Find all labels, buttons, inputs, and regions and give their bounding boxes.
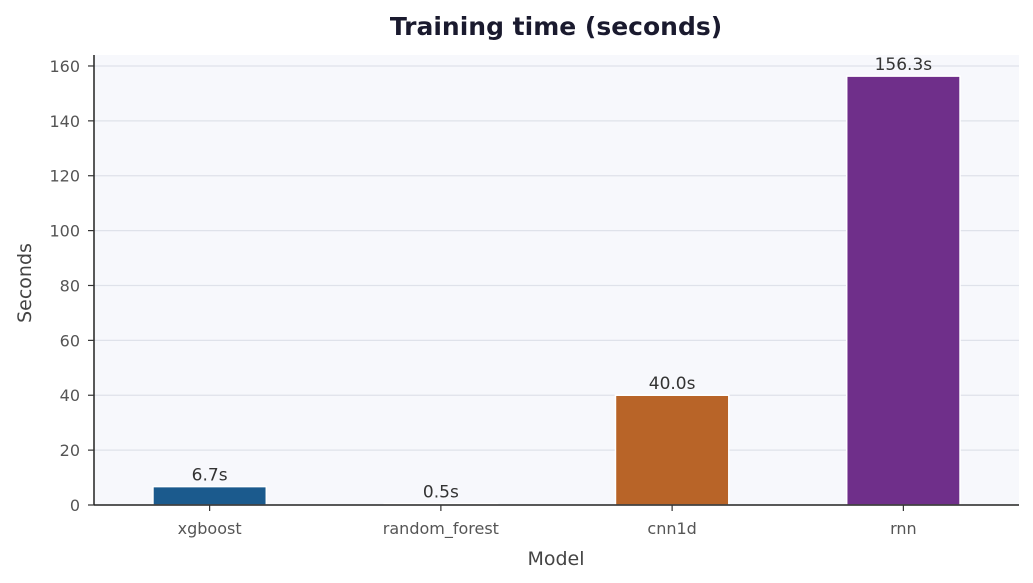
bar-xgboost xyxy=(152,485,268,506)
y-tick-label: 80 xyxy=(60,276,80,295)
ticks: 0 20 40 60 80 100 120 140 160 xgboost random_fores… xyxy=(49,57,916,539)
y-tick-label: 60 xyxy=(60,331,80,350)
bar-value-label: 156.3s xyxy=(875,55,933,75)
bar-value-label: 6.7s xyxy=(192,466,228,486)
x-tick-label: rnn xyxy=(890,519,917,538)
y-tick-label: 160 xyxy=(49,57,80,76)
bar-cnn1d xyxy=(614,394,730,506)
chart-title: Training time (seconds) xyxy=(390,12,722,41)
y-tick-label: 40 xyxy=(60,386,80,405)
x-tick-label: random_forest xyxy=(383,519,499,539)
y-tick-label: 100 xyxy=(49,222,80,241)
data-labels: 6.7s 0.5s 40.0s 156.3s xyxy=(192,55,933,503)
y-axis-label: Seconds xyxy=(14,243,36,323)
bar-value-label: 40.0s xyxy=(649,374,696,394)
y-tick-label: 20 xyxy=(60,441,80,460)
bar-rnn xyxy=(845,75,961,506)
x-tick-label: xgboost xyxy=(178,519,242,538)
axes xyxy=(93,55,1019,506)
y-tick-label: 140 xyxy=(49,112,80,131)
bar-value-label: 0.5s xyxy=(423,483,459,503)
y-tick-label: 120 xyxy=(49,167,80,186)
x-axis-label: Model xyxy=(527,548,584,570)
y-tick-label: 0 xyxy=(70,496,80,515)
x-tick-label: cnn1d xyxy=(647,519,696,538)
